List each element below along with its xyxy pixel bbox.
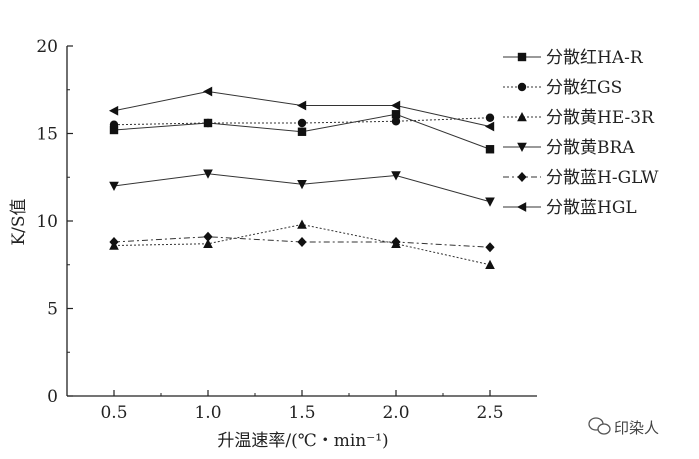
legend-marker bbox=[517, 142, 527, 153]
series-1 bbox=[109, 110, 495, 154]
legend-item: 分散红HA-R bbox=[503, 48, 644, 68]
x-tick-label: 2.5 bbox=[476, 403, 503, 423]
data-point bbox=[108, 105, 119, 116]
data-point bbox=[391, 236, 401, 248]
data-point bbox=[297, 219, 307, 229]
x-axis-label: 升温速率/(℃・min⁻¹) bbox=[217, 431, 388, 451]
data-point bbox=[296, 100, 307, 111]
y-tick-label: 5 bbox=[47, 300, 58, 320]
legend: 分散红HA-R 分散红GS 分散黄HE-3R 分散黄BRA 分散蓝H-GLW 分散蓝HGL bbox=[503, 48, 659, 218]
legend-item: 分散黄HE-3R bbox=[503, 108, 655, 128]
data-point bbox=[109, 120, 119, 129]
legend-label: 分散蓝H-GLW bbox=[546, 168, 659, 188]
legend-label: 分散蓝HGL bbox=[546, 198, 637, 218]
data-point bbox=[297, 180, 307, 190]
y-tick-label: 15 bbox=[36, 125, 58, 145]
data-point bbox=[202, 86, 213, 97]
x-tick-label: 0.5 bbox=[100, 403, 127, 423]
y-axis-label: K/S值 bbox=[9, 198, 29, 245]
data-point bbox=[297, 236, 307, 248]
legend-item: 分散蓝HGL bbox=[503, 198, 637, 218]
legend-marker bbox=[517, 52, 527, 62]
legend-marker bbox=[516, 202, 527, 212]
y-tick-label: 10 bbox=[36, 212, 58, 232]
data-point bbox=[109, 125, 119, 135]
legend-marker bbox=[517, 82, 527, 92]
axes: 0 5 10 15 20 0.5 1.0 1.5 2.0 2.5 bbox=[36, 37, 537, 423]
data-point bbox=[485, 242, 495, 253]
data-point bbox=[109, 181, 119, 192]
data-point bbox=[391, 117, 401, 126]
data-point bbox=[485, 197, 495, 207]
data-point bbox=[297, 127, 307, 136]
data-point bbox=[485, 145, 495, 154]
series-6 bbox=[108, 86, 495, 132]
data-point bbox=[391, 110, 401, 119]
data-point bbox=[484, 121, 495, 132]
x-tick-label: 1.5 bbox=[288, 403, 315, 423]
series-line bbox=[113, 236, 491, 248]
series-2 bbox=[109, 113, 495, 129]
series-5 bbox=[109, 231, 495, 253]
legend-item: 分散红GS bbox=[503, 78, 622, 98]
legend-marker bbox=[517, 111, 527, 122]
x-tick-label: 1.0 bbox=[194, 403, 221, 423]
legend-label: 分散红HA-R bbox=[546, 48, 644, 68]
y-tick-label: 0 bbox=[47, 387, 58, 407]
data-point bbox=[203, 231, 213, 242]
watermark: 印染人 bbox=[588, 417, 659, 437]
legend-label: 分散黄BRA bbox=[546, 138, 635, 158]
x-tick-label: 2.0 bbox=[382, 403, 409, 423]
series-layer bbox=[108, 86, 495, 269]
legend-label: 分散黄HE-3R bbox=[546, 108, 655, 128]
wechat-icon bbox=[588, 417, 611, 435]
data-point bbox=[390, 100, 401, 111]
watermark-text: 印染人 bbox=[614, 419, 659, 437]
data-point bbox=[203, 118, 213, 128]
data-point bbox=[109, 236, 119, 248]
data-point bbox=[485, 113, 495, 122]
legend-item: 分散蓝H-GLW bbox=[503, 168, 659, 188]
legend-item: 分散黄BRA bbox=[503, 138, 635, 158]
data-point bbox=[203, 169, 213, 179]
data-point bbox=[297, 118, 307, 128]
data-point bbox=[203, 238, 213, 248]
series-4 bbox=[109, 169, 495, 207]
data-point bbox=[485, 259, 495, 269]
legend-label: 分散红GS bbox=[546, 78, 622, 98]
data-point bbox=[391, 171, 401, 181]
legend-marker bbox=[517, 171, 527, 183]
y-tick-label: 20 bbox=[36, 37, 58, 57]
